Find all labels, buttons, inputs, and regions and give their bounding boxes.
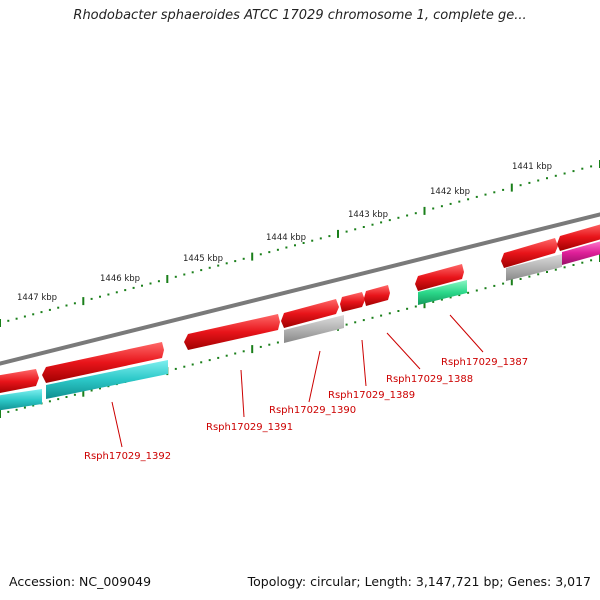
- gene-feature[interactable]: [557, 223, 600, 251]
- cds-feature[interactable]: [46, 360, 168, 399]
- tick-track-outer: [0, 160, 600, 327]
- tick-label: 1441 kbp: [512, 162, 552, 172]
- label-leader-line: [240, 369, 245, 418]
- label-leader-line: [111, 401, 123, 448]
- tick-label: 1446 kbp: [100, 274, 140, 284]
- tick-track-inner: [0, 254, 600, 418]
- gene-feature[interactable]: [42, 342, 164, 383]
- cds-feature[interactable]: [562, 240, 600, 265]
- label-leader-line: [449, 314, 484, 353]
- accession-text: Accession: NC_009049: [9, 574, 152, 589]
- cds-feature[interactable]: [284, 315, 344, 343]
- gene-label[interactable]: Rsph17029_1389: [328, 390, 415, 401]
- gene-feature[interactable]: [364, 285, 390, 306]
- gene-feature[interactable]: [415, 264, 464, 291]
- gene-feature[interactable]: [281, 299, 339, 328]
- gene-label[interactable]: Rsph17029_1390: [269, 405, 356, 416]
- gene-label[interactable]: Rsph17029_1392: [84, 451, 171, 462]
- label-leader-line: [308, 350, 321, 403]
- gene-feature[interactable]: [501, 238, 558, 268]
- gene-feature[interactable]: [0, 369, 39, 394]
- genome-stats-text: Topology: circular; Length: 3,147,721 bp…: [247, 574, 591, 589]
- cds-feature[interactable]: [506, 254, 562, 281]
- map-title: Rhodobacter sphaeroides ATCC 17029 chrom…: [73, 8, 527, 23]
- gene-label[interactable]: Rsph17029_1391: [206, 422, 293, 433]
- label-leader-line: [361, 339, 367, 387]
- gene-label[interactable]: Rsph17029_1388: [386, 374, 473, 385]
- tick-label: 1442 kbp: [430, 187, 470, 197]
- gene-feature[interactable]: [184, 314, 280, 350]
- cds-feature[interactable]: [0, 389, 42, 411]
- chromosome-backbone: [0, 212, 600, 366]
- tick-label: 1444 kbp: [266, 233, 306, 243]
- tick-label: 1445 kbp: [183, 254, 223, 264]
- gene-label[interactable]: Rsph17029_1387: [441, 357, 528, 368]
- label-leader-line: [386, 332, 421, 370]
- tick-label: 1443 kbp: [348, 210, 388, 220]
- gene-feature[interactable]: [340, 292, 365, 312]
- cds-feature[interactable]: [418, 280, 467, 305]
- tick-label: 1447 kbp: [17, 293, 57, 303]
